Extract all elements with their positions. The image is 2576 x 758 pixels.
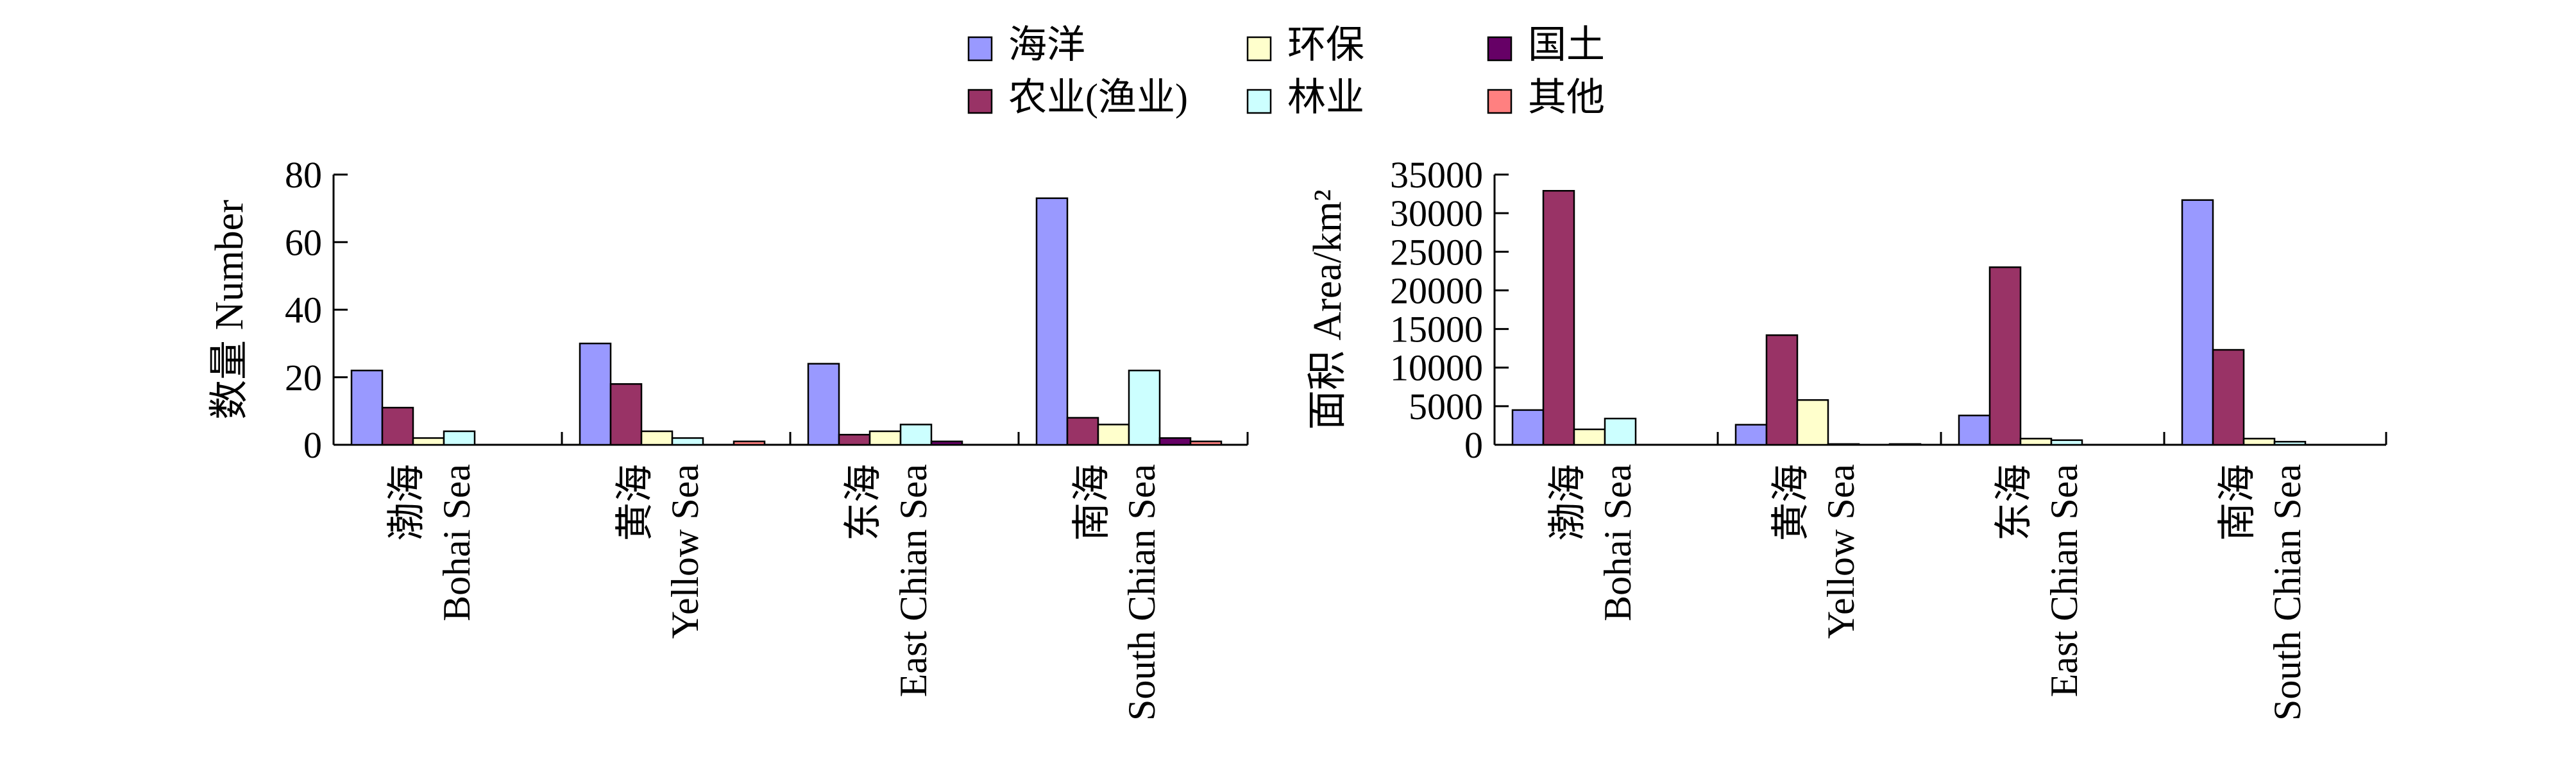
bar <box>1958 415 1991 446</box>
legend-entry: 海洋 <box>967 24 1085 66</box>
category-label-zh: 南海 <box>1071 464 1113 541</box>
bar <box>1066 417 1099 446</box>
legend-entry: 环保 <box>1246 24 1364 66</box>
bar <box>1604 417 1637 446</box>
category-label-en: Yellow Sea <box>1820 464 1862 639</box>
bar <box>1573 428 1606 446</box>
y-tick-label: 35000 <box>1390 154 1483 196</box>
legend-swatch <box>967 36 993 62</box>
y-tick-label: 5000 <box>1409 386 1483 427</box>
legend-label: 其他 <box>1528 76 1605 119</box>
y-tick-label: 30000 <box>1390 193 1483 234</box>
bar <box>2212 349 2245 446</box>
bar <box>640 430 674 446</box>
bar <box>1511 409 1545 446</box>
legend-swatch <box>1487 36 1513 62</box>
bar <box>1827 443 1860 446</box>
category-label-en: Bohai Sea <box>436 464 478 621</box>
bar <box>1888 443 1922 446</box>
y-tick-label: 15000 <box>1390 309 1483 350</box>
legend-entry: 农业(渔业) <box>967 76 1188 119</box>
legend-swatch <box>967 89 993 114</box>
legend-entry: 国土 <box>1487 24 1605 66</box>
category-label-zh: 黄海 <box>614 464 656 541</box>
bar <box>869 430 902 446</box>
category-label-zh: 东海 <box>1993 464 2035 541</box>
bar <box>807 363 840 446</box>
y-axis-label: 数量 Number <box>208 200 251 420</box>
bar <box>1765 334 1799 446</box>
bar <box>2019 438 2053 446</box>
bar <box>1189 440 1223 446</box>
y-tick-label: 80 <box>285 154 322 196</box>
category-label-en: Bohai Sea <box>1597 464 1639 621</box>
bar <box>2273 440 2307 446</box>
y-tick-label: 0 <box>303 424 322 466</box>
bar <box>579 342 612 446</box>
category-label-en: Yellow Sea <box>664 464 706 639</box>
y-tick-label: 60 <box>285 221 322 263</box>
chart-number: 0 20 40 60 80 数量 Number 渤海 Bohai Sea 黄海 Yellow Se… <box>208 154 1249 721</box>
legend-entry: 林业 <box>1246 76 1364 119</box>
bar <box>1734 424 1768 446</box>
bar <box>350 369 384 446</box>
bar <box>1988 266 2022 446</box>
legend-swatch <box>1487 89 1513 114</box>
bar <box>609 383 643 446</box>
category-label-zh: 东海 <box>842 464 885 541</box>
legend-swatch <box>1246 89 1272 114</box>
bar <box>1542 190 1575 446</box>
bar <box>381 406 414 446</box>
bar <box>2242 438 2276 446</box>
category-label-en: South Chian Sea <box>2266 464 2309 721</box>
legend-label: 环保 <box>1287 24 1364 66</box>
y-tick-label: 20000 <box>1390 270 1483 311</box>
y-tick-label: 10000 <box>1390 347 1483 389</box>
bar <box>1128 369 1161 446</box>
category-label-en: East Chian Sea <box>892 464 935 697</box>
bar <box>2050 439 2083 446</box>
y-axis-label: 面积 Area/km² <box>1306 189 1350 430</box>
bar <box>899 424 933 446</box>
category-label-zh: 渤海 <box>386 464 428 541</box>
bar <box>412 437 445 446</box>
legend-label: 林业 <box>1287 76 1364 119</box>
legend-label: 农业(渔业) <box>1008 76 1188 119</box>
bar <box>2181 199 2214 446</box>
category-label-zh: 南海 <box>2216 464 2258 541</box>
y-tick-label: 25000 <box>1390 231 1483 273</box>
y-tick-label: 20 <box>285 357 322 399</box>
bar <box>1035 197 1069 446</box>
bar <box>1158 437 1192 446</box>
category-label-zh: 黄海 <box>1770 464 1812 541</box>
y-tick-label: 40 <box>285 289 322 331</box>
bar <box>671 437 704 446</box>
category-label-en: East Chian Sea <box>2043 464 2085 697</box>
bar <box>443 430 476 446</box>
bar <box>1796 399 1829 446</box>
legend-swatch <box>1246 36 1272 62</box>
legend-entry: 其他 <box>1487 76 1605 119</box>
y-tick-label: 0 <box>1464 424 1483 466</box>
legend-label: 国土 <box>1528 24 1605 66</box>
category-label-en: South Chian Sea <box>1121 464 1163 721</box>
bar <box>930 440 963 446</box>
category-label-zh: 渤海 <box>1546 464 1589 541</box>
bar <box>733 440 766 446</box>
bar <box>838 433 871 446</box>
legend-label: 海洋 <box>1008 24 1085 66</box>
bar <box>1097 424 1130 446</box>
